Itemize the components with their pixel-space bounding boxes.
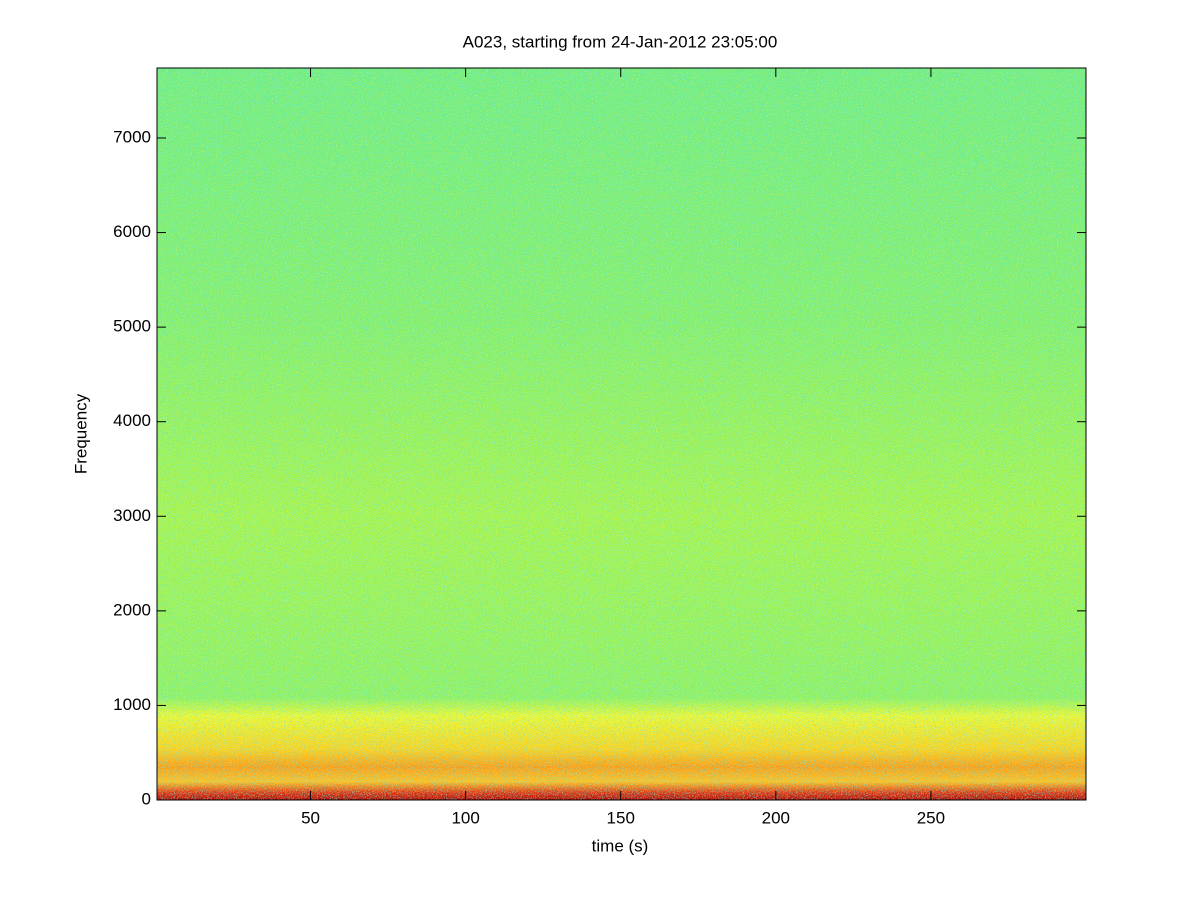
y-tick-label: 1000 xyxy=(113,695,151,714)
spectrogram-image xyxy=(157,68,1086,800)
y-tick-label: 6000 xyxy=(113,222,151,241)
x-tick-label: 50 xyxy=(301,808,320,827)
spectrogram-noise xyxy=(157,68,1086,800)
x-tick-label: 200 xyxy=(762,808,790,827)
x-tick-label: 250 xyxy=(917,808,945,827)
y-tick-label: 5000 xyxy=(113,317,151,336)
y-tick-label: 2000 xyxy=(113,600,151,619)
y-tick-label: 3000 xyxy=(113,506,151,525)
y-axis-label: Frequency xyxy=(71,393,90,474)
x-axis-label: time (s) xyxy=(592,836,649,855)
x-tick-label: 100 xyxy=(451,808,479,827)
x-tick-label: 150 xyxy=(607,808,635,827)
y-tick-label: 0 xyxy=(142,789,151,808)
axes-box xyxy=(156,67,1087,801)
chart-title: A023, starting from 24-Jan-2012 23:05:00 xyxy=(463,32,778,51)
y-tick-label: 7000 xyxy=(113,127,151,146)
y-tick-label: 4000 xyxy=(113,411,151,430)
